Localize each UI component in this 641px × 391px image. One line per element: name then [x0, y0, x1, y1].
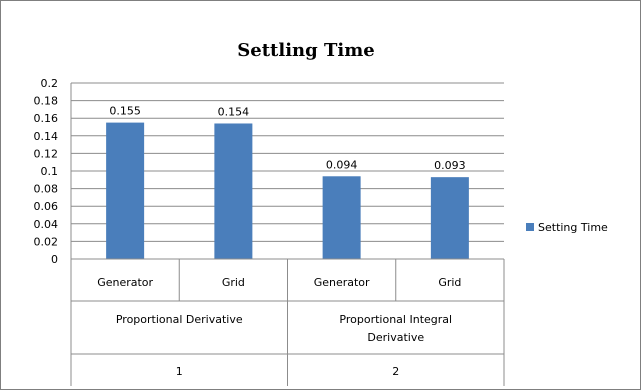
data-label: 0.154: [218, 105, 250, 118]
data-label: 0.093: [434, 159, 466, 172]
y-tick-label: 0.06: [34, 200, 59, 213]
category-label: Generator: [97, 276, 153, 289]
y-tick-label: 0.12: [34, 147, 59, 160]
y-tick-label: 0.1: [41, 165, 59, 178]
y-tick-label: 0.08: [34, 183, 59, 196]
bar: [214, 123, 253, 259]
category-axis: Generator Grid Generator Grid Proportional D…: [70, 258, 505, 386]
category-label: Grid: [222, 276, 245, 289]
legend-swatch: [526, 223, 534, 231]
group-label: Proportional Integral: [339, 313, 452, 326]
y-axis-ticks: 0.2 0.18 0.16 0.14 0.12 0.1 0.08 0.06 0.04 0.02 0: [34, 77, 59, 266]
data-label: 0.094: [326, 158, 358, 171]
y-tick-label: 0.14: [34, 130, 59, 143]
legend-label: Setting Time: [538, 221, 608, 234]
bar: [106, 122, 145, 259]
bar: [322, 176, 361, 259]
group-index-label: 1: [176, 365, 183, 378]
group-label: Proportional Derivative: [116, 313, 243, 326]
y-tick-label: 0.02: [34, 235, 59, 248]
group-label: Derivative: [367, 331, 424, 344]
bar: [430, 177, 469, 259]
group-index-label: 2: [392, 365, 399, 378]
data-labels: 0.155 0.154 0.094 0.093: [109, 105, 465, 173]
y-tick-label: 0.2: [41, 77, 59, 90]
y-tick-label: 0.18: [34, 95, 59, 108]
y-tick-label: 0.16: [34, 112, 59, 125]
bars: [106, 122, 469, 259]
data-label: 0.155: [109, 105, 141, 118]
category-label: Grid: [438, 276, 461, 289]
chart-title: Settling Time: [237, 40, 374, 61]
y-tick-label: 0.04: [34, 218, 59, 231]
category-label: Generator: [314, 276, 370, 289]
y-tick-label: 0: [51, 253, 58, 266]
legend: Setting Time: [526, 221, 608, 234]
